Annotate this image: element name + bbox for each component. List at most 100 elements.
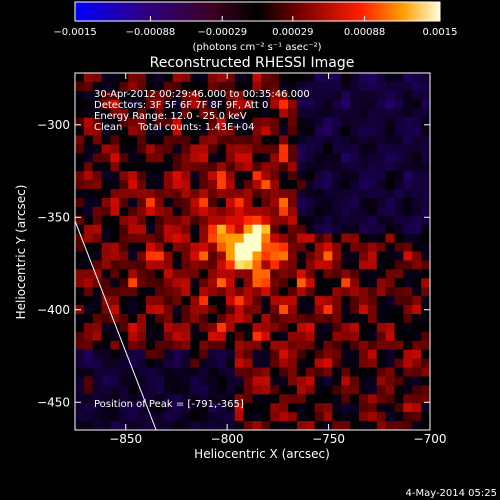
heatmap-cell xyxy=(359,99,369,110)
heatmap-cell xyxy=(137,73,147,83)
heatmap-cell xyxy=(359,394,369,404)
x-axis-label: Heliocentric X (arcsec) xyxy=(194,447,330,461)
heatmap-cell xyxy=(341,126,351,137)
heatmap-cell xyxy=(314,296,325,306)
heatmap-cell xyxy=(376,403,387,413)
heatmap-cell xyxy=(137,278,147,288)
heatmap-cell xyxy=(172,385,183,395)
heatmap-cell xyxy=(75,394,85,404)
heatmap-cell xyxy=(110,403,120,413)
heatmap-cell xyxy=(172,322,183,333)
heatmap-cell xyxy=(323,180,333,190)
heatmap-cell xyxy=(172,403,183,413)
heatmap-cell xyxy=(323,287,333,297)
heatmap-cell xyxy=(367,224,378,235)
heatmap-cell xyxy=(199,233,209,244)
heatmap-cell xyxy=(403,421,413,430)
heatmap-cell xyxy=(208,233,218,244)
heatmap-cell xyxy=(154,117,165,128)
heatmap-cell xyxy=(225,81,236,92)
heatmap-cell xyxy=(172,367,183,378)
heatmap-cell xyxy=(332,180,342,190)
heatmap-cell xyxy=(252,340,262,351)
heatmap-cell xyxy=(101,81,112,92)
heatmap-cell xyxy=(243,233,254,244)
heatmap-cell xyxy=(154,135,165,145)
heatmap-cell xyxy=(314,206,325,217)
heatmap-cell xyxy=(110,144,120,154)
heatmap-cell xyxy=(154,99,165,110)
heatmap-cell xyxy=(75,189,85,199)
heatmap-cell xyxy=(288,135,298,145)
heatmap-cell xyxy=(83,189,94,199)
heatmap-cell xyxy=(110,260,120,270)
heatmap-cell xyxy=(412,117,422,128)
heatmap-cell xyxy=(208,171,218,181)
heatmap-cell xyxy=(261,81,271,92)
heatmap-cell xyxy=(252,189,262,199)
heatmap-cell xyxy=(305,340,316,351)
heatmap-cell xyxy=(412,322,422,333)
heatmap-cell xyxy=(92,412,103,422)
heatmap-cell xyxy=(252,394,262,404)
heatmap-cell xyxy=(279,117,289,128)
heatmap-cell xyxy=(403,331,413,342)
heatmap-cell xyxy=(270,215,280,226)
heatmap-cell xyxy=(314,224,325,235)
y-tick-label: −450 xyxy=(37,395,70,409)
heatmap-cell xyxy=(261,269,271,279)
heatmap-cell xyxy=(172,117,183,128)
heatmap-cell xyxy=(217,385,227,395)
heatmap-cell xyxy=(323,144,333,154)
heatmap-cell xyxy=(261,233,271,244)
heatmap-cell xyxy=(376,215,387,226)
heatmap-cell xyxy=(403,171,413,181)
colorbar-unit-label: (photons cm⁻² s⁻¹ asec⁻²) xyxy=(192,42,321,53)
heatmap-cell xyxy=(252,206,262,217)
heatmap-cell xyxy=(234,81,245,92)
heatmap-cell xyxy=(261,108,271,119)
heatmap-cell xyxy=(252,117,262,128)
heatmap-cell xyxy=(190,394,200,404)
heatmap-cell xyxy=(376,144,387,154)
heatmap-cell xyxy=(394,260,404,270)
heatmap-cell xyxy=(75,81,85,92)
heatmap-cell xyxy=(288,233,298,244)
heatmap-cell xyxy=(270,313,280,324)
heatmap-cell xyxy=(101,215,112,226)
heatmap-cell xyxy=(350,135,360,145)
heatmap-cell xyxy=(92,331,103,342)
heatmap-cell xyxy=(305,287,316,297)
heatmap-cell xyxy=(270,331,280,342)
heatmap-cell xyxy=(279,180,289,190)
heatmap-cell xyxy=(75,242,85,253)
heatmap-cell xyxy=(75,197,85,208)
heatmap-cell xyxy=(323,242,333,253)
heatmap-cell xyxy=(128,81,138,92)
heatmap-cell xyxy=(279,108,289,119)
heatmap-cell xyxy=(154,108,165,119)
heatmap-cell xyxy=(92,260,103,270)
heatmap-cell xyxy=(119,135,129,145)
heatmap-cell xyxy=(350,197,360,208)
heatmap-cell xyxy=(341,385,351,395)
heatmap-cell xyxy=(394,197,404,208)
heatmap-cell xyxy=(403,180,413,190)
heatmap-cell xyxy=(128,313,138,324)
heatmap-cell xyxy=(261,305,271,315)
heatmap-cell xyxy=(261,403,271,413)
heatmap-cell xyxy=(403,340,413,351)
heatmap-cell xyxy=(305,206,316,217)
heatmap-cell xyxy=(252,108,262,119)
heatmap-cell xyxy=(137,313,147,324)
heatmap-cell xyxy=(341,90,351,101)
heatmap-cell xyxy=(288,251,298,262)
heatmap-cell xyxy=(83,394,94,404)
heatmap-cell xyxy=(217,251,227,262)
heatmap-cell xyxy=(359,251,369,262)
heatmap-cell xyxy=(163,358,174,369)
heatmap-cell xyxy=(288,349,298,360)
heatmap-cell xyxy=(101,233,112,244)
heatmap-cell xyxy=(421,144,430,154)
heatmap-cell xyxy=(403,394,413,404)
